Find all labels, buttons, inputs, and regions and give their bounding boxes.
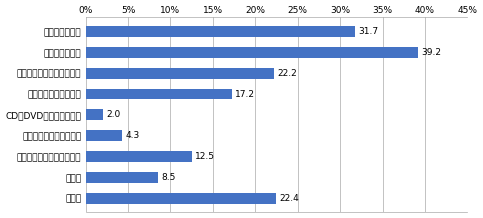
Text: 4.3: 4.3 (126, 131, 140, 140)
Text: 8.5: 8.5 (161, 173, 175, 182)
Bar (85, 47, 418, 58)
Bar (85, 193, 276, 204)
Bar (85, 172, 158, 183)
Bar (85, 26, 355, 37)
Bar (85, 151, 192, 162)
Text: 2.0: 2.0 (106, 110, 120, 119)
Text: 12.5: 12.5 (195, 152, 215, 161)
Bar (85, 130, 122, 141)
Text: 22.2: 22.2 (277, 69, 297, 78)
Text: 39.2: 39.2 (422, 48, 441, 57)
Text: 31.7: 31.7 (358, 27, 378, 36)
Bar (85, 89, 231, 99)
Bar (85, 109, 102, 120)
Text: 17.2: 17.2 (235, 90, 255, 99)
Text: 22.4: 22.4 (279, 194, 299, 203)
Bar (85, 68, 274, 79)
